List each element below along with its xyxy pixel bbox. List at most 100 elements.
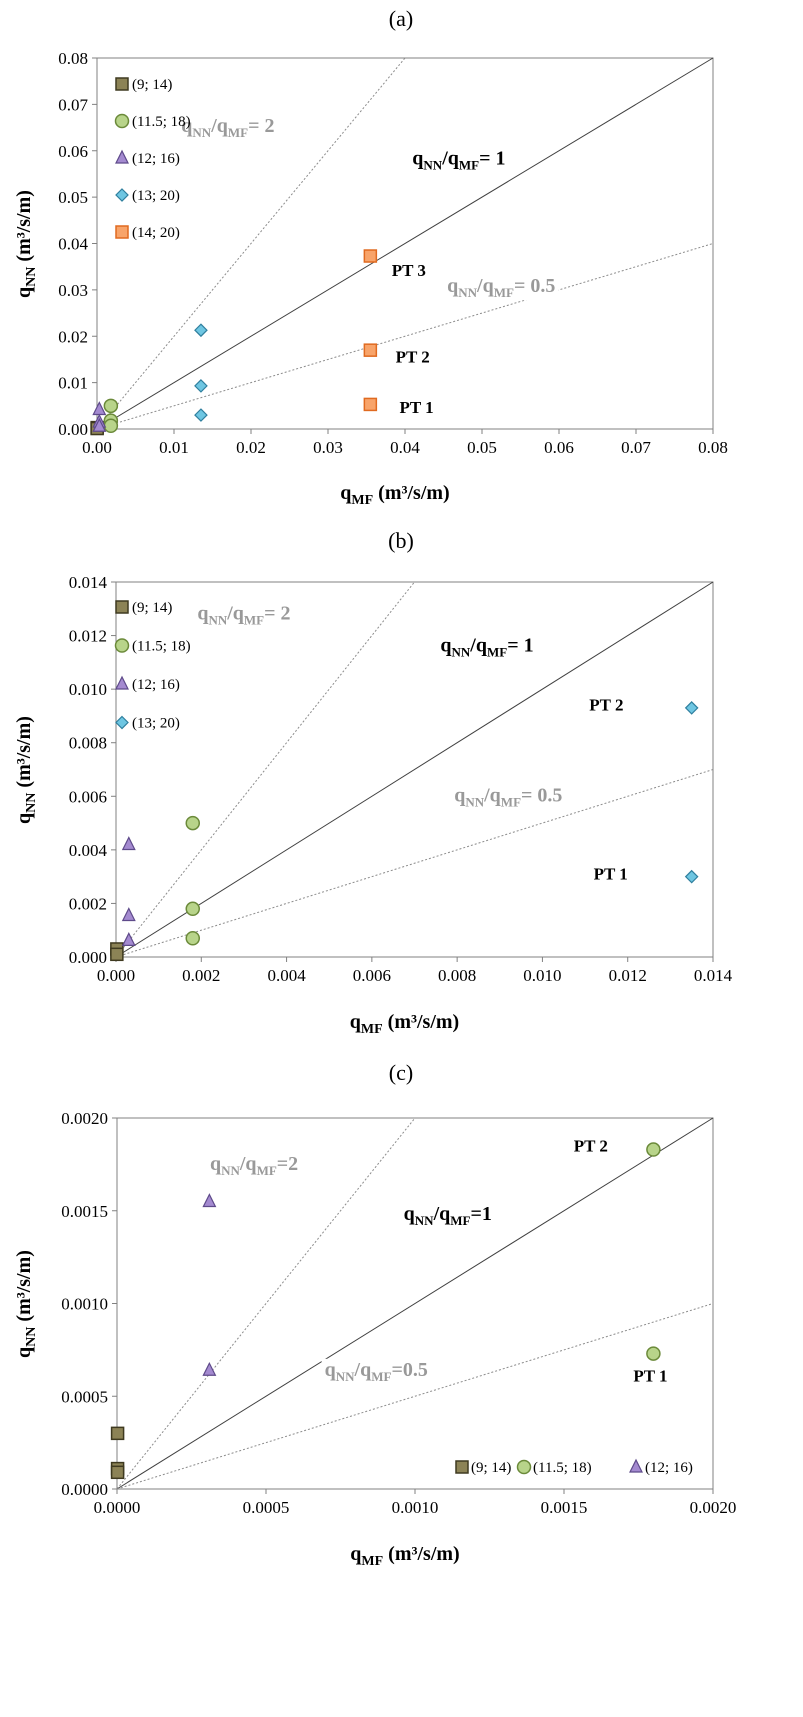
x-tick-label: 0.07 bbox=[621, 438, 651, 457]
legend-label: (9; 14) bbox=[132, 600, 172, 616]
y-tick-label: 0.08 bbox=[58, 49, 88, 68]
ref-line-label-1: qNN/qMF= 1 bbox=[440, 635, 533, 660]
ref-label-background bbox=[451, 784, 566, 810]
panel-2: (c)qNN/qMF=2qNN/qMF=1qNN/qMF=0.50.00000.… bbox=[13, 1060, 736, 1569]
legend-marker bbox=[114, 638, 130, 653]
y-axis-label: qNN (m³/s/m) bbox=[13, 190, 39, 298]
data-point-circle bbox=[103, 398, 119, 414]
point-annotation: PT 1 bbox=[594, 864, 628, 883]
data-point-diamond bbox=[684, 869, 699, 884]
data-point-circle bbox=[646, 1346, 661, 1361]
x-tick-label: 0.03 bbox=[313, 438, 343, 457]
y-tick-label: 0.0015 bbox=[61, 1202, 108, 1221]
data-point-diamond bbox=[684, 701, 699, 715]
data-point-triangle bbox=[92, 401, 107, 416]
data-point-circle bbox=[185, 901, 201, 917]
legend-label: (12; 16) bbox=[132, 677, 180, 693]
x-tick-label: 0.04 bbox=[390, 438, 420, 457]
ref-label-background bbox=[400, 1203, 495, 1229]
x-axis-label: qMF (m³/s/m) bbox=[350, 1011, 459, 1037]
panel-label: (b) bbox=[388, 528, 414, 553]
y-tick-label: 0.03 bbox=[58, 281, 88, 300]
x-tick-label: 0.006 bbox=[353, 966, 391, 985]
y-tick-label: 0.05 bbox=[58, 188, 88, 207]
y-axis-label: qNN (m³/s/m) bbox=[13, 716, 39, 824]
ref-line-label-2: qNN/qMF=2 bbox=[210, 1153, 298, 1178]
point-annotation: PT 2 bbox=[396, 348, 430, 367]
point-annotation: PT 2 bbox=[574, 1136, 608, 1155]
ref-line-ratio-2 bbox=[96, 57, 406, 430]
x-tick-label: 0.004 bbox=[267, 966, 306, 985]
legend-label: (11.5; 18) bbox=[533, 1460, 592, 1476]
point-annotation: PT 1 bbox=[633, 1366, 667, 1385]
x-axis-label: qMF (m³/s/m) bbox=[350, 1543, 459, 1569]
legend-marker bbox=[115, 675, 129, 690]
y-tick-label: 0.04 bbox=[58, 235, 88, 254]
y-tick-label: 0.01 bbox=[58, 374, 88, 393]
y-tick-label: 0.014 bbox=[69, 573, 108, 592]
y-tick-label: 0.006 bbox=[69, 787, 107, 806]
data-point-circle bbox=[646, 1142, 661, 1157]
x-tick-label: 0.008 bbox=[438, 966, 476, 985]
data-point-triangle bbox=[202, 1193, 217, 1208]
point-annotation: PT 2 bbox=[589, 696, 623, 715]
legend-marker bbox=[629, 1458, 643, 1473]
y-tick-label: 0.004 bbox=[69, 841, 108, 860]
ref-line-ratio-1 bbox=[96, 57, 714, 430]
ref-line-label-0.5: qNN/qMF=0.5 bbox=[325, 1359, 428, 1384]
ref-label-background bbox=[444, 275, 559, 301]
ref-label-background bbox=[206, 1152, 302, 1178]
y-tick-label: 0.002 bbox=[69, 894, 107, 913]
x-tick-label: 0.0000 bbox=[94, 1498, 141, 1517]
legend-label: (14; 20) bbox=[132, 225, 180, 241]
ref-label-background bbox=[321, 1358, 431, 1384]
data-point-square bbox=[110, 1426, 125, 1441]
x-tick-label: 0.06 bbox=[544, 438, 574, 457]
ref-line-ratio-0.5 bbox=[115, 769, 714, 958]
data-point-triangle bbox=[202, 1361, 217, 1376]
x-tick-label: 0.002 bbox=[182, 966, 220, 985]
y-tick-label: 0.0000 bbox=[61, 1480, 108, 1499]
ref-label-background bbox=[437, 634, 537, 660]
data-point-square bbox=[363, 249, 378, 263]
ref-line-ratio-2 bbox=[116, 1117, 416, 1490]
panel-1: (b) qNN/qMF= 2 qNN/qMF= 1 qNN/qMF= 0.5 0.000… bbox=[13, 528, 733, 1037]
x-tick-label: 0.012 bbox=[609, 966, 647, 985]
legend-label: (13; 20) bbox=[132, 188, 180, 204]
legend-marker bbox=[115, 600, 129, 614]
x-axis-label: qMF (m³/s/m) bbox=[340, 482, 449, 508]
y-tick-label: 0.00 bbox=[58, 420, 88, 439]
ref-line-label-1: qNN/qMF=1 bbox=[404, 1203, 492, 1228]
x-tick-label: 0.000 bbox=[97, 966, 135, 985]
legend-marker bbox=[115, 149, 129, 164]
data-point-diamond bbox=[194, 408, 208, 422]
legend-label: (11.5; 18) bbox=[132, 114, 191, 130]
data-point-triangle bbox=[121, 907, 136, 922]
legend-marker bbox=[115, 225, 129, 239]
ref-line-label-2: qNN/qMF= 2 bbox=[197, 603, 290, 628]
legend-label: (12; 16) bbox=[645, 1460, 693, 1476]
data-point-diamond bbox=[194, 379, 208, 393]
ref-label-background bbox=[194, 602, 294, 628]
data-point-circle bbox=[103, 418, 119, 434]
ref-line-ratio-0.5 bbox=[96, 243, 714, 430]
y-tick-label: 0.000 bbox=[69, 948, 107, 967]
x-tick-label: 0.01 bbox=[159, 438, 189, 457]
data-point-square bbox=[363, 397, 378, 412]
legend-marker bbox=[115, 77, 129, 91]
data-point-diamond bbox=[194, 323, 208, 338]
legend-label: (11.5; 18) bbox=[132, 639, 191, 655]
data-point-circle bbox=[185, 815, 201, 831]
y-tick-label: 0.008 bbox=[69, 734, 107, 753]
ref-line-ratio-1 bbox=[116, 1117, 714, 1490]
x-tick-label: 0.0015 bbox=[541, 1498, 588, 1517]
y-tick-label: 0.010 bbox=[69, 680, 107, 699]
legend-label: (9; 14) bbox=[471, 1460, 511, 1476]
point-annotation: PT 3 bbox=[392, 261, 426, 280]
x-tick-label: 0.02 bbox=[236, 438, 266, 457]
y-axis-label: qNN (m³/s/m) bbox=[13, 1250, 39, 1358]
legend-marker bbox=[455, 1460, 469, 1474]
